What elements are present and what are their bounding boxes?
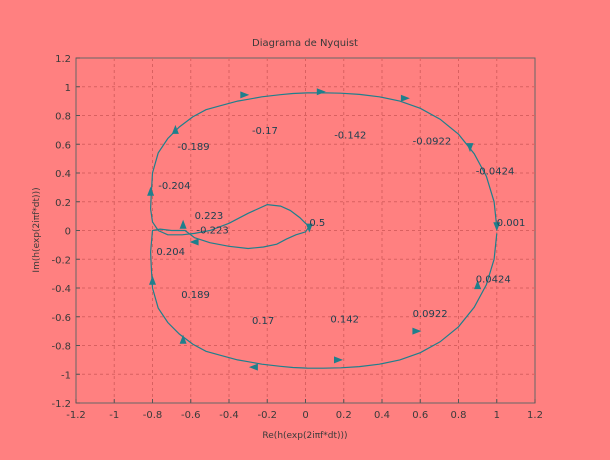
direction-arrow [466,143,474,153]
frequency-label: 0.001 [497,218,526,229]
direction-arrow [334,356,343,364]
x-tick-label: 0.8 [451,410,467,421]
direction-arrow [147,186,155,196]
x-tick-label: -1.2 [66,410,86,421]
frequency-label: -0.223 [196,225,228,236]
y-tick-label: -1.2 [51,399,71,410]
direction-arrow [171,124,179,134]
y-tick-label: 0 [65,227,71,238]
frequency-label: 0.204 [156,247,185,258]
y-tick-label: 0.6 [55,140,71,151]
x-tick-label: 1 [494,410,500,421]
grid [76,58,535,403]
chart-title: Diagrama de Nyquist [252,38,358,49]
direction-arrow [305,223,313,233]
frequency-label: -0.204 [158,181,190,192]
frequency-label: 0.0922 [413,309,448,320]
x-axis-label: Re(h(exp(2iπf*dt))) [262,431,347,441]
frequency-label: -0.0424 [476,166,515,177]
y-tick-label: 0.8 [55,112,71,123]
frequency-label: 0.223 [195,211,224,222]
x-tick-label: 0 [302,410,308,421]
y-axis-label: Im(h(exp(2iπf*dt))) [32,187,42,272]
frequency-label: -0.17 [252,126,278,137]
y-tick-label: 0.4 [55,169,71,180]
x-tick-label: 0.2 [336,410,352,421]
frequency-label: -0.189 [177,142,209,153]
direction-arrow [179,334,187,344]
x-tick-label: -0.6 [181,410,201,421]
x-tick-label: 1.2 [527,410,543,421]
direction-markers [147,88,501,371]
y-tick-label: -0.8 [51,342,71,353]
x-tick-label: 0.4 [374,410,390,421]
frequency-label: 0.0424 [476,274,511,285]
direction-arrow [179,219,187,229]
x-tick-label: -0.4 [219,410,239,421]
frequency-label: -0.0922 [413,136,452,147]
y-tick-label: -0.2 [51,255,71,266]
frequency-label: -0.142 [334,131,366,142]
direction-arrow [474,280,482,290]
y-tick-label: 1.2 [55,54,71,65]
direction-arrow [149,275,156,285]
x-tick-label: -0.2 [257,410,277,421]
y-tick-label: -0.4 [51,284,71,295]
frequency-labels: 0.001 -0.0424 -0.0922 -0.142 -0.17 -0.189 -0.2… [156,126,525,327]
direction-arrow [412,327,422,335]
x-tick-label: -0.8 [143,410,163,421]
y-tick-label: -1 [61,370,71,381]
y-tick-label: 1 [65,83,71,94]
frequency-label: 0.142 [330,315,359,326]
x-axis-ticks: -1.2 -1 -0.8 -0.6 -0.4 -0.2 0 0.2 0.4 0.6 0.8 1 1.2 [66,399,543,421]
direction-arrow [316,88,326,96]
y-axis-ticks: -1.2 -1 -0.8 -0.6 -0.4 -0.2 0 0.2 0.4 0.6 0.8 1 1.2 [51,54,80,410]
y-tick-label: 0.2 [55,198,71,209]
frequency-label: 0.189 [181,290,210,301]
direction-arrow [400,94,410,102]
frequency-label: 0.17 [252,316,274,327]
frequency-label: 0.5 [309,218,325,229]
x-tick-label: 0.6 [412,410,428,421]
direction-arrow [189,238,199,246]
direction-arrow [493,222,501,232]
direction-arrow [240,91,250,99]
y-tick-label: -0.6 [51,313,71,324]
x-tick-label: -1 [109,410,119,421]
direction-arrow [248,363,258,371]
